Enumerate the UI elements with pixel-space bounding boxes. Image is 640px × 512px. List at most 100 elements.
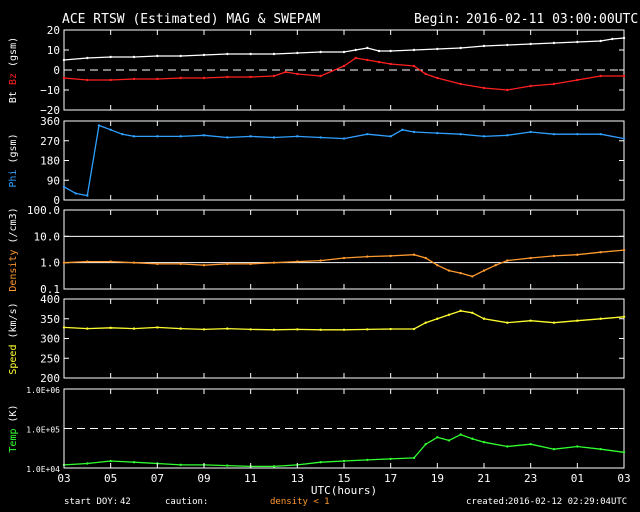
data-point-temp-0 <box>482 440 486 444</box>
data-point-density-0 <box>506 259 509 262</box>
data-point-phi-0 <box>109 128 112 131</box>
y-tick-label-density: 100.0 <box>27 204 60 217</box>
density-caution-note: density < 1 <box>270 497 330 507</box>
x-tick-label: 09 <box>197 472 210 485</box>
data-point-density-0 <box>86 260 89 263</box>
data-point-mag-1 <box>412 64 416 68</box>
y-tick-label-speed: 200 <box>40 372 60 385</box>
y-axis-label-temp: Temp (K) <box>8 404 19 452</box>
panel-frame-density <box>63 209 625 290</box>
data-point-mag-0 <box>576 40 579 44</box>
data-point-phi-0 <box>202 134 206 137</box>
y-axis-label-mag: Bt Bz (gsm) <box>8 37 19 103</box>
data-point-mag-1 <box>86 78 89 82</box>
data-point-speed-0 <box>459 309 462 313</box>
data-point-phi-0 <box>366 132 369 136</box>
data-point-density-0 <box>202 264 206 267</box>
y-tick-label-phi: 90 <box>47 174 60 187</box>
data-point-temp-0 <box>447 439 451 442</box>
y-tick-label-mag: −20 <box>40 104 60 117</box>
data-point-temp-0 <box>389 457 392 461</box>
y-tick-label-phi: 180 <box>40 155 60 168</box>
data-point-density-0 <box>319 259 322 262</box>
caution-label: caution: <box>165 497 209 507</box>
data-point-temp-0 <box>506 445 509 448</box>
data-point-density-0 <box>62 261 66 264</box>
data-point-temp-0 <box>529 443 532 446</box>
data-point-phi-0 <box>97 124 101 127</box>
x-tick-label: 11 <box>244 472 257 485</box>
data-point-mag-1 <box>296 72 299 76</box>
data-point-mag-1 <box>424 72 427 76</box>
data-point-phi-0 <box>226 136 229 139</box>
data-point-temp-0 <box>226 464 229 467</box>
data-point-mag-1 <box>389 62 392 66</box>
data-point-speed-0 <box>447 313 451 316</box>
data-point-speed-0 <box>272 328 276 332</box>
data-point-density-0 <box>471 275 474 278</box>
y-axis-label-part: (gsm) <box>8 133 19 169</box>
x-tick-label: 21 <box>477 472 490 485</box>
y-tick-label-mag: −10 <box>40 84 60 97</box>
data-point-mag-1 <box>622 74 626 78</box>
data-point-mag-1 <box>109 78 112 82</box>
x-tick-label: 07 <box>151 472 164 485</box>
y-axis-label-part: (km/s) <box>8 302 19 344</box>
data-point-mag-0 <box>179 54 182 58</box>
data-point-mag-0 <box>226 52 229 56</box>
data-point-speed-0 <box>296 328 299 331</box>
panel-frame-speed <box>63 298 625 379</box>
begin-label: Begin: <box>414 12 461 27</box>
data-point-mag-0 <box>506 43 509 47</box>
y-axis-label-part: Bz <box>8 73 19 85</box>
data-point-temp-0 <box>576 445 579 448</box>
y-tick-label-temp: 1.0E+06 <box>26 386 60 395</box>
data-point-phi-0 <box>576 132 579 136</box>
data-point-speed-0 <box>622 315 626 318</box>
y-tick-label-density: 10.0 <box>34 230 61 243</box>
data-point-speed-0 <box>132 327 136 330</box>
data-point-phi-0 <box>86 194 89 197</box>
y-axis-label-part: Phi <box>8 170 19 188</box>
x-tick-label: 17 <box>384 472 397 485</box>
data-point-speed-0 <box>319 328 322 332</box>
y-axis-label-part: (/cm3) <box>8 207 19 249</box>
y-tick-label-speed: 350 <box>40 313 60 326</box>
data-point-mag-0 <box>249 52 252 56</box>
data-point-mag-1 <box>459 82 462 86</box>
data-point-speed-0 <box>226 327 229 330</box>
created-time: 2016-02-12 02:29:04UTC <box>508 497 628 507</box>
data-point-phi-0 <box>342 137 346 140</box>
data-point-temp-0 <box>179 463 182 467</box>
y-axis-label-speed: Speed (km/s) <box>8 302 19 374</box>
data-point-speed-0 <box>249 328 252 331</box>
data-point-mag-0 <box>354 48 357 52</box>
data-point-mag-1 <box>506 88 509 92</box>
data-point-density-0 <box>366 255 369 258</box>
data-point-phi-0 <box>62 185 66 189</box>
data-point-density-0 <box>459 271 462 275</box>
x-axis-label: UTC(hours) <box>311 484 377 497</box>
data-point-speed-0 <box>424 321 427 324</box>
data-point-mag-0 <box>319 50 322 54</box>
data-point-phi-0 <box>156 135 159 138</box>
data-point-mag-0 <box>62 58 66 62</box>
data-point-phi-0 <box>132 135 136 138</box>
data-point-speed-0 <box>412 327 416 331</box>
y-tick-label-mag: 10 <box>47 44 60 57</box>
data-point-density-0 <box>482 269 486 272</box>
data-point-temp-0 <box>412 456 416 460</box>
x-tick-label: 13 <box>291 472 304 485</box>
data-point-temp-0 <box>319 461 322 464</box>
data-point-mag-0 <box>389 49 392 53</box>
data-point-mag-1 <box>377 60 381 64</box>
data-point-mag-1 <box>529 84 532 88</box>
y-tick-label-mag: 0 <box>53 64 60 77</box>
data-point-density-0 <box>226 262 229 266</box>
data-point-mag-1 <box>272 74 276 78</box>
start-doy-label: start DOY: <box>64 497 119 507</box>
data-point-mag-0 <box>599 39 602 43</box>
data-point-temp-0 <box>342 459 346 463</box>
data-point-phi-0 <box>249 135 252 138</box>
data-point-phi-0 <box>459 132 462 136</box>
